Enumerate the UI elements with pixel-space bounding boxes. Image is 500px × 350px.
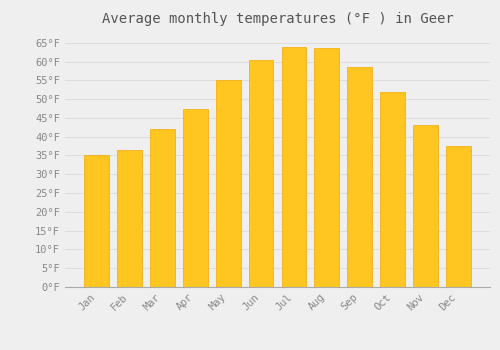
Bar xyxy=(446,146,470,287)
Bar xyxy=(380,92,405,287)
Bar xyxy=(413,125,438,287)
Bar xyxy=(348,67,372,287)
Bar xyxy=(183,108,208,287)
Bar xyxy=(282,47,306,287)
Title: Average monthly temperatures (°F ) in Geer: Average monthly temperatures (°F ) in Ge… xyxy=(102,12,454,26)
Bar xyxy=(216,80,240,287)
Bar xyxy=(117,150,142,287)
Bar xyxy=(314,48,339,287)
Bar xyxy=(248,60,274,287)
Bar xyxy=(150,129,174,287)
Bar xyxy=(84,155,109,287)
